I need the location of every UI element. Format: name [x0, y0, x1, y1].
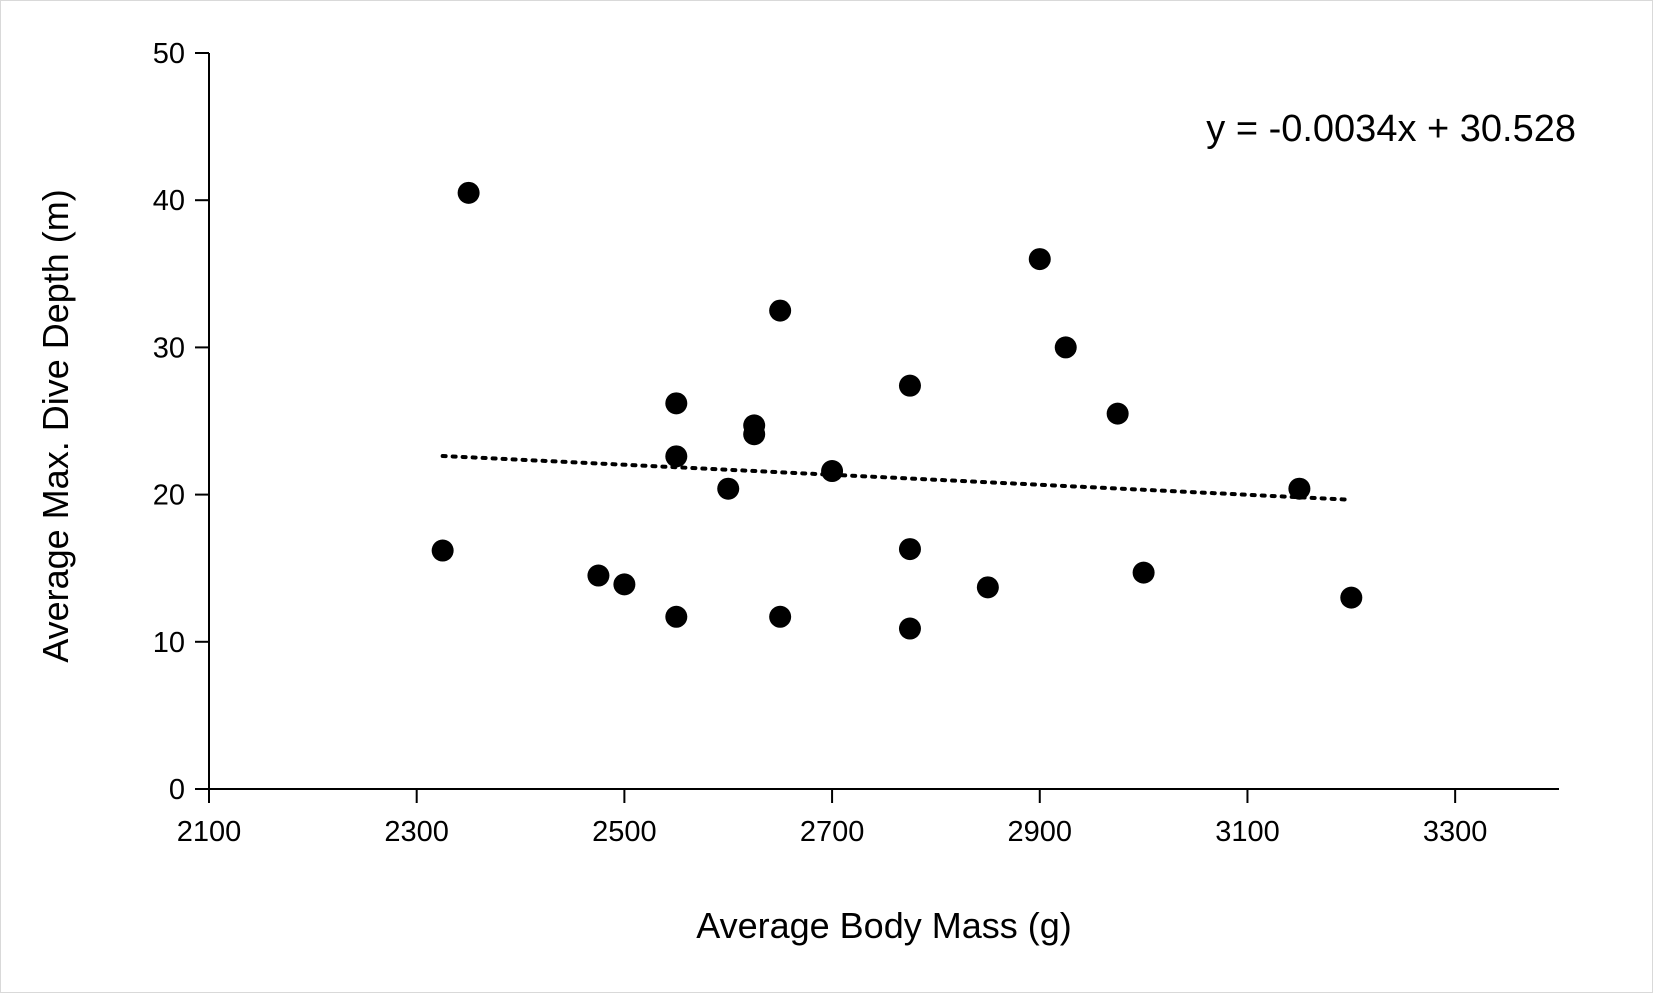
data-point	[665, 392, 688, 415]
data-point	[769, 299, 792, 322]
data-point	[1132, 561, 1155, 584]
trendline-group	[440, 453, 1354, 502]
trendline	[440, 453, 1354, 502]
y-tick-label: 10	[153, 627, 185, 659]
y-tick-label: 50	[153, 38, 185, 70]
x-tick-label: 3100	[1215, 816, 1280, 848]
data-point	[1054, 336, 1077, 359]
data-point	[431, 539, 454, 562]
data-point	[976, 576, 999, 599]
data-point	[898, 374, 921, 397]
data-point	[665, 445, 688, 468]
data-points	[431, 181, 1363, 640]
x-axis-title: Average Body Mass (g)	[696, 905, 1072, 946]
x-tick-label: 2100	[177, 816, 242, 848]
x-tick-label: 3300	[1423, 816, 1488, 848]
x-tick-label: 2700	[800, 816, 865, 848]
x-tick-label: 2300	[384, 816, 449, 848]
y-tick-label: 40	[153, 185, 185, 217]
data-point	[1106, 402, 1129, 425]
y-tick-label: 30	[153, 332, 185, 364]
data-point	[743, 423, 766, 446]
x-tick-label: 2900	[1008, 816, 1073, 848]
axis-ticks: 0 10 20 30 40 50 2100 2300 2500 2700 2900 3100 3300	[153, 38, 1488, 848]
y-axis-title: Average Max. Dive Depth (m)	[35, 189, 76, 663]
data-point	[769, 605, 792, 628]
data-point	[457, 181, 480, 204]
data-point	[587, 564, 610, 587]
trendline-equation: y = -0.0034x + 30.528	[1206, 108, 1576, 150]
data-point	[717, 477, 740, 500]
data-point	[898, 617, 921, 640]
data-point	[1288, 477, 1311, 500]
data-point	[898, 538, 921, 561]
axes	[195, 53, 1559, 790]
data-point	[821, 460, 844, 483]
data-point	[1028, 248, 1051, 271]
data-point	[613, 573, 636, 596]
y-tick-label: 20	[153, 480, 185, 512]
data-point	[665, 605, 688, 628]
x-tick-label: 2500	[592, 816, 657, 848]
y-tick-label: 0	[169, 774, 185, 806]
data-point	[1340, 586, 1363, 609]
